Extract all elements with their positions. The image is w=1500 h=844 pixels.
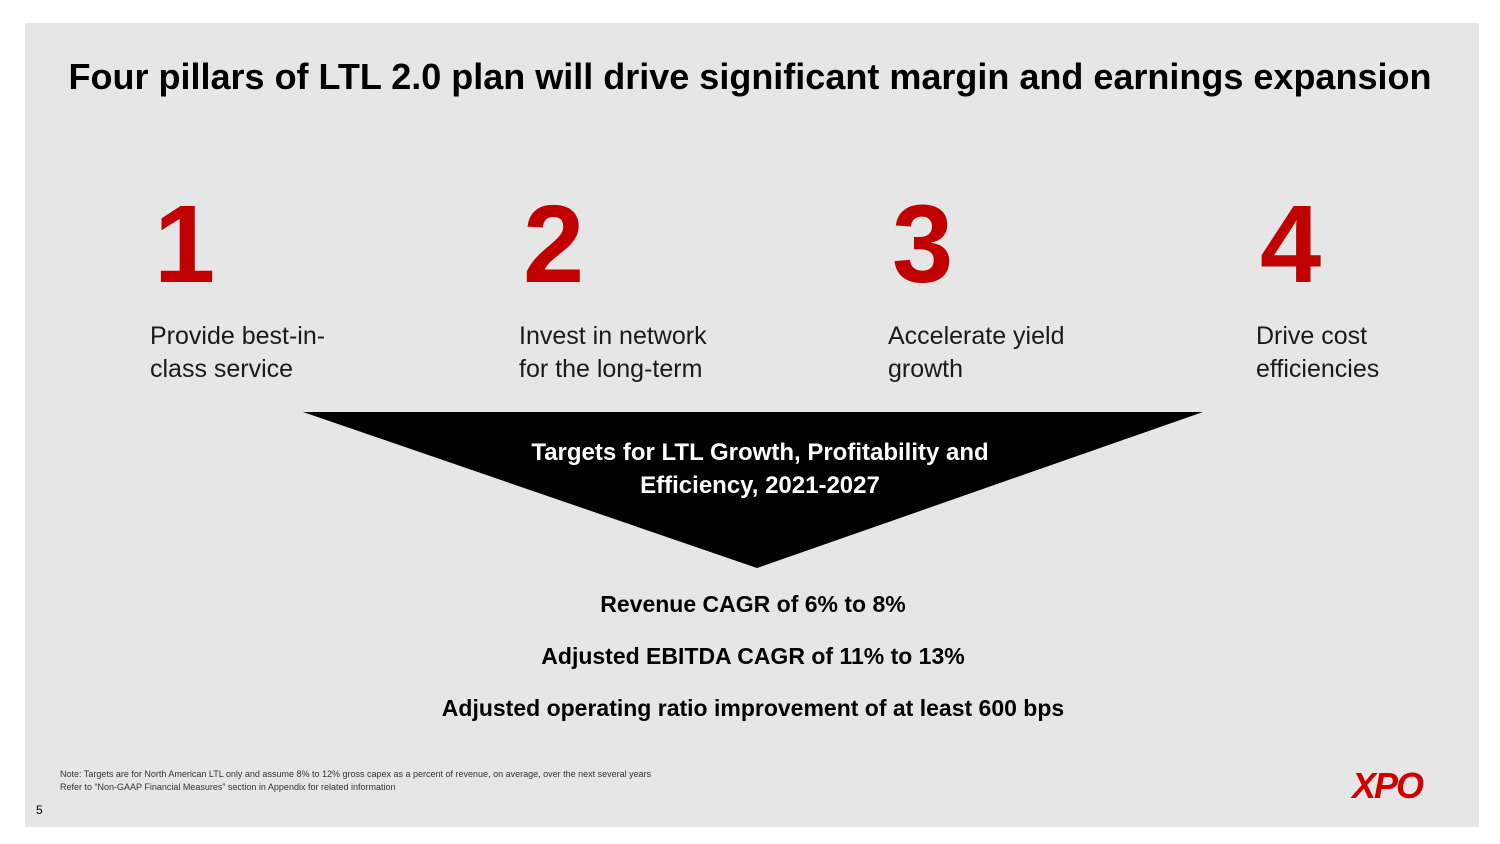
pillar-3: 3 Accelerate yield growth <box>888 190 1148 386</box>
pillar-description: Invest in network for the long-term <box>519 322 707 383</box>
xpo-logo: XPO <box>1352 765 1424 806</box>
pillar-4: 4 Drive cost efficiencies <box>1256 190 1500 386</box>
pillar-number: 3 <box>892 183 954 306</box>
pillar-description: Drive cost efficiencies <box>1256 322 1380 383</box>
pillar-number: 4 <box>1260 183 1322 306</box>
funnel-label: Targets for LTL Growth, Profitability an… <box>531 439 989 499</box>
pillar-number: 2 <box>523 183 585 306</box>
page-number: 5 <box>36 803 43 817</box>
footnote: Refer to “Non-GAAP Financial Measures” s… <box>60 782 396 792</box>
target-revenue: Revenue CAGR of 6% to 8% <box>600 591 906 617</box>
pillar-1: 1 Provide best-in- class service <box>150 190 410 386</box>
pillar-description: Provide best-in- class service <box>150 322 326 383</box>
target-ebitda: Adjusted EBITDA CAGR of 11% to 13% <box>541 643 965 669</box>
footnote: Note: Targets are for North American LTL… <box>60 769 652 779</box>
pillar-2: 2 Invest in network for the long-term <box>519 190 779 386</box>
pillar-number: 1 <box>154 183 216 306</box>
pillar-description: Accelerate yield growth <box>888 322 1065 383</box>
slide-title: Four pillars of LTL 2.0 plan will drive … <box>68 56 1432 97</box>
target-operating-ratio: Adjusted operating ratio improvement of … <box>441 695 1065 721</box>
